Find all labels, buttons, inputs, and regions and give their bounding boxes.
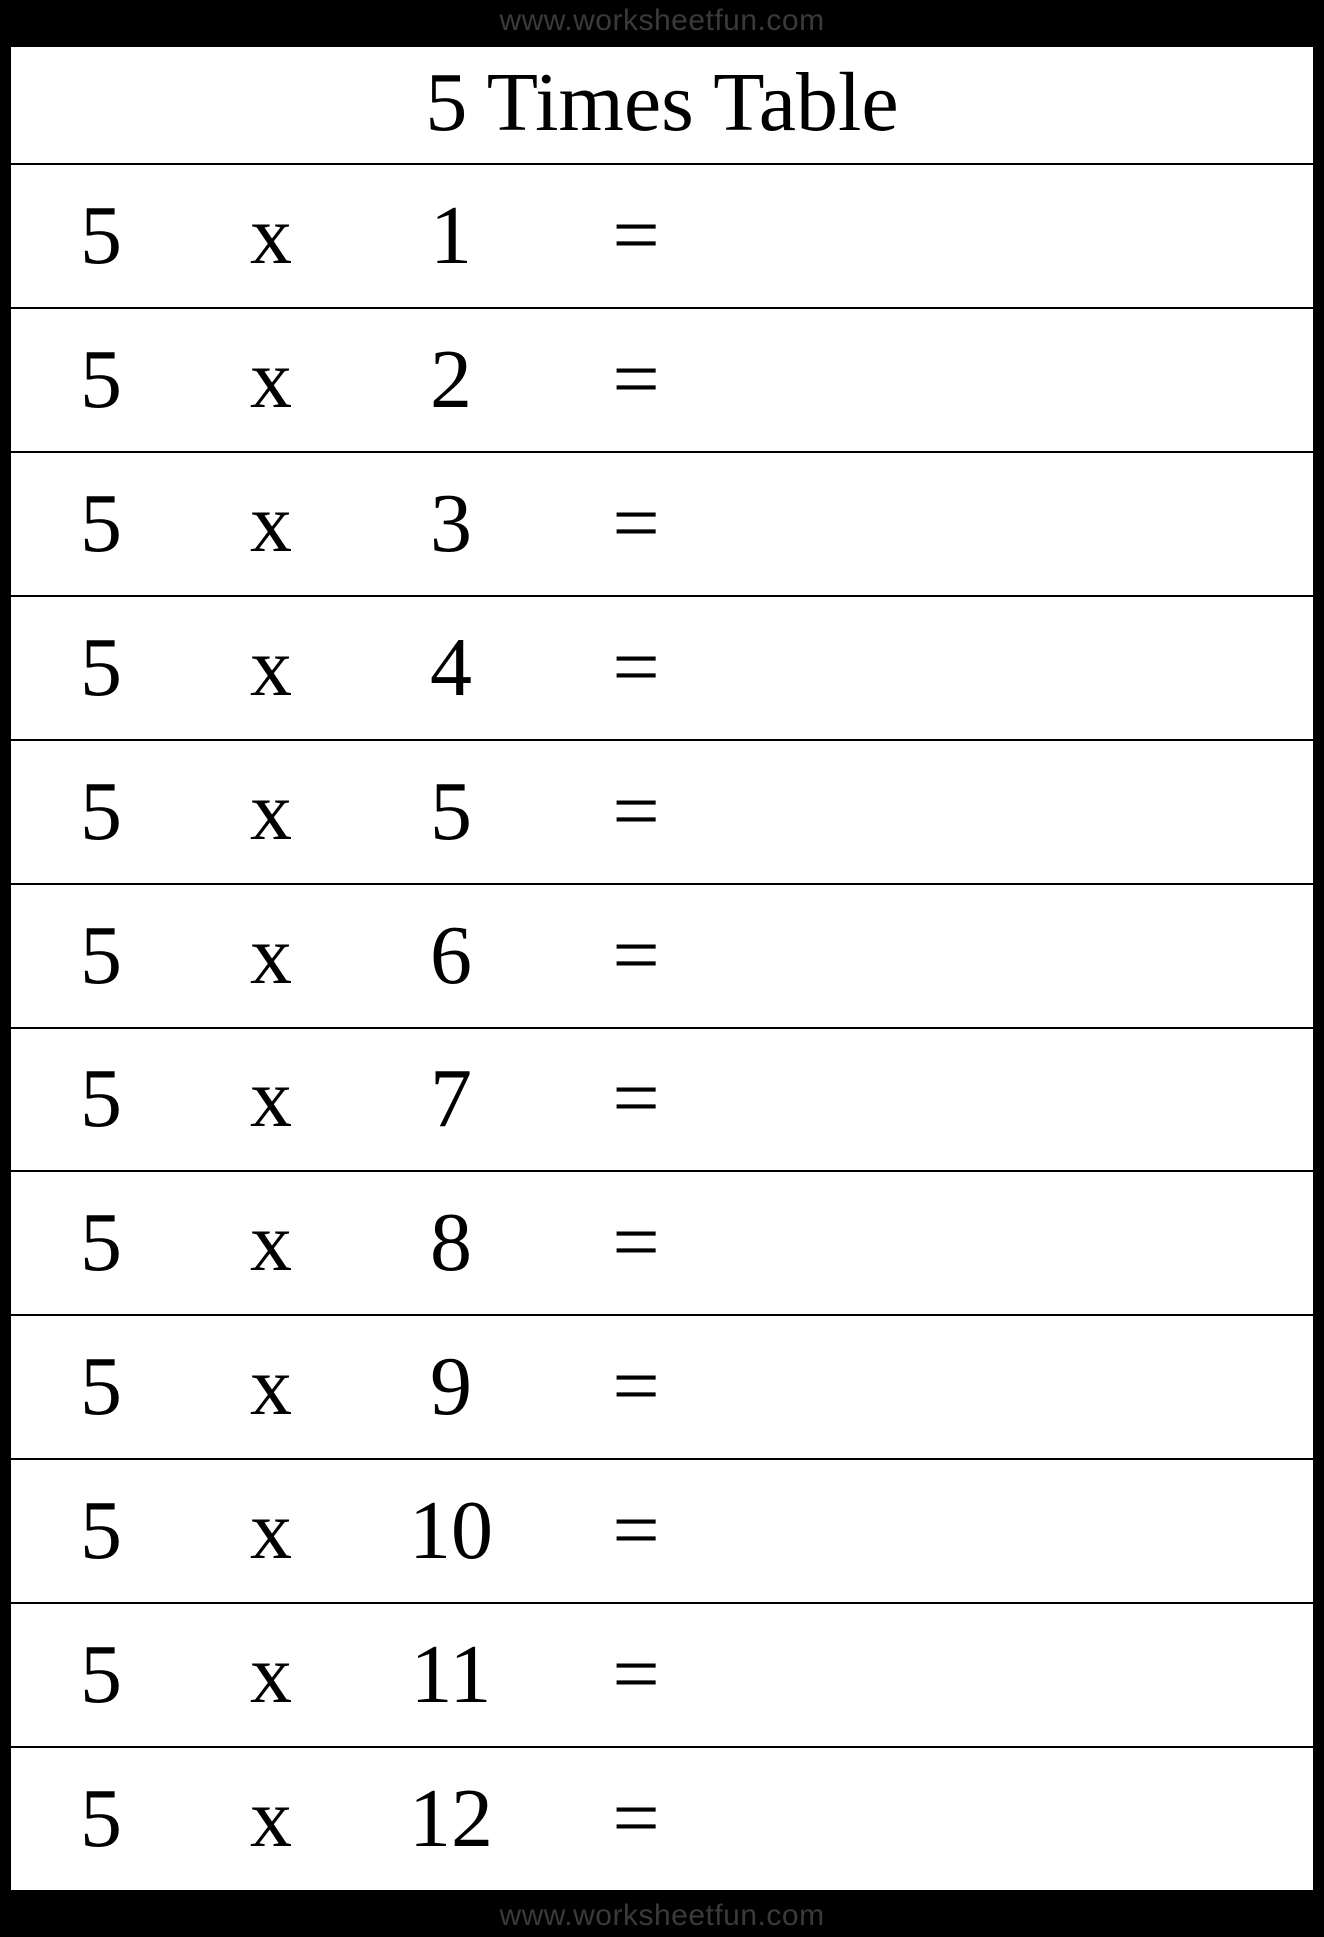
multiply-icon: x — [191, 1633, 351, 1717]
multiply-icon: x — [191, 914, 351, 998]
watermark-bottom: www.worksheetfun.com — [0, 1899, 1324, 1933]
left-operand: 5 — [11, 338, 191, 422]
multiply-icon: x — [191, 1345, 351, 1429]
left-operand: 5 — [11, 1777, 191, 1861]
right-operand: 8 — [351, 1201, 551, 1285]
right-operand: 3 — [351, 482, 551, 566]
table-row: 5 x 6 = — [11, 885, 1313, 1029]
left-operand: 5 — [11, 194, 191, 278]
equals-icon: = — [551, 338, 721, 422]
table-row: 5 x 10 = — [11, 1460, 1313, 1604]
right-operand: 11 — [351, 1633, 551, 1717]
equals-icon: = — [551, 1345, 721, 1429]
right-operand: 6 — [351, 914, 551, 998]
worksheet-title: 5 Times Table — [11, 47, 1313, 165]
right-operand: 1 — [351, 194, 551, 278]
equals-icon: = — [551, 194, 721, 278]
equals-icon: = — [551, 1201, 721, 1285]
multiply-icon: x — [191, 194, 351, 278]
multiply-icon: x — [191, 1201, 351, 1285]
left-operand: 5 — [11, 482, 191, 566]
table-row: 5 x 9 = — [11, 1316, 1313, 1460]
multiply-icon: x — [191, 1057, 351, 1141]
table-row: 5 x 4 = — [11, 597, 1313, 741]
right-operand: 12 — [351, 1777, 551, 1861]
multiply-icon: x — [191, 770, 351, 854]
multiply-icon: x — [191, 626, 351, 710]
right-operand: 9 — [351, 1345, 551, 1429]
right-operand: 4 — [351, 626, 551, 710]
multiply-icon: x — [191, 482, 351, 566]
multiply-icon: x — [191, 338, 351, 422]
multiply-icon: x — [191, 1489, 351, 1573]
equals-icon: = — [551, 1633, 721, 1717]
equals-icon: = — [551, 1489, 721, 1573]
table-row: 5 x 1 = — [11, 165, 1313, 309]
right-operand: 7 — [351, 1057, 551, 1141]
equals-icon: = — [551, 914, 721, 998]
worksheet-page: 5 Times Table 5 x 1 = 5 x 2 = 5 x 3 = 5 … — [8, 44, 1316, 1893]
equals-icon: = — [551, 626, 721, 710]
table-row: 5 x 12 = — [11, 1748, 1313, 1890]
table-row: 5 x 11 = — [11, 1604, 1313, 1748]
left-operand: 5 — [11, 1489, 191, 1573]
right-operand: 5 — [351, 770, 551, 854]
left-operand: 5 — [11, 770, 191, 854]
left-operand: 5 — [11, 1345, 191, 1429]
left-operand: 5 — [11, 914, 191, 998]
equals-icon: = — [551, 1057, 721, 1141]
watermark-top: www.worksheetfun.com — [0, 4, 1324, 38]
left-operand: 5 — [11, 626, 191, 710]
equals-icon: = — [551, 770, 721, 854]
equals-icon: = — [551, 482, 721, 566]
table-row: 5 x 2 = — [11, 309, 1313, 453]
table-row: 5 x 8 = — [11, 1172, 1313, 1316]
left-operand: 5 — [11, 1057, 191, 1141]
table-row: 5 x 5 = — [11, 741, 1313, 885]
left-operand: 5 — [11, 1633, 191, 1717]
table-row: 5 x 7 = — [11, 1029, 1313, 1173]
equals-icon: = — [551, 1777, 721, 1861]
left-operand: 5 — [11, 1201, 191, 1285]
right-operand: 2 — [351, 338, 551, 422]
multiply-icon: x — [191, 1777, 351, 1861]
table-row: 5 x 3 = — [11, 453, 1313, 597]
right-operand: 10 — [351, 1489, 551, 1573]
